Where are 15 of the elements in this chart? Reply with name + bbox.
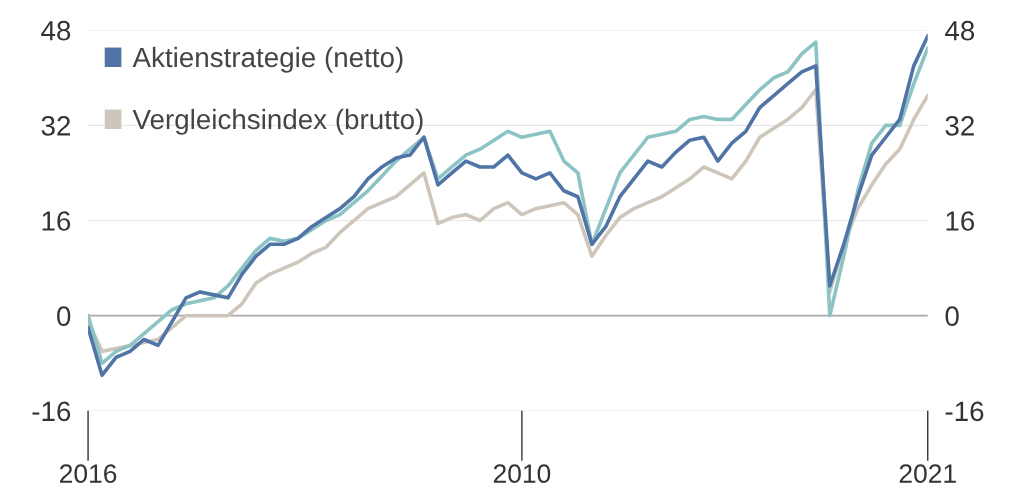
y-tick-label: 48 bbox=[41, 20, 71, 41]
y-tick-label: -16 bbox=[32, 401, 71, 422]
y2-tick-label: -16 bbox=[945, 401, 984, 422]
x-tick-label: 2021 bbox=[899, 464, 956, 484]
y-tick-label: 16 bbox=[42, 211, 71, 231]
y-tick-label: 0 bbox=[57, 306, 71, 327]
x-tick-label: 2010 bbox=[493, 464, 551, 484]
y-tick-label: 32 bbox=[41, 116, 71, 136]
y2-tick-label: 32 bbox=[945, 116, 974, 136]
legend-label: Aktienstrategie (netto) bbox=[132, 46, 403, 73]
y2-tick-label: 0 bbox=[945, 306, 959, 327]
y2-tick-label: 48 bbox=[945, 20, 975, 41]
legend-label: Vergleichsindex (brutto) bbox=[132, 108, 423, 135]
y2-tick-label: 16 bbox=[946, 211, 975, 231]
x-tick-label: 2016 bbox=[60, 464, 117, 484]
